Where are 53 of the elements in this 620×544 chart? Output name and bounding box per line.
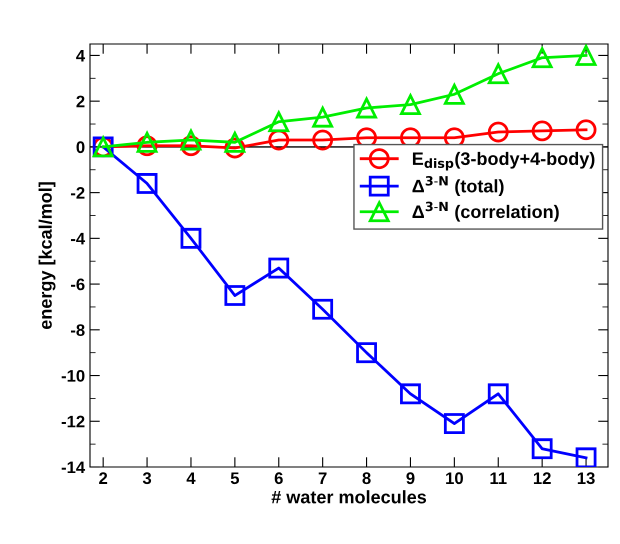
x-tick-label: 4: [186, 472, 196, 484]
y-tick-label: -10: [62, 370, 84, 382]
legend-label: Δ$^{3-N}$ (correlation): [412, 202, 559, 222]
y-tick-label: 2: [76, 96, 84, 108]
point: [136, 132, 158, 153]
y-tick-label: 4: [76, 50, 86, 62]
x-tick-label: 9: [406, 472, 414, 484]
point: [532, 47, 553, 68]
y-tick-label: -2: [70, 187, 84, 199]
point: [224, 132, 246, 153]
y-tick-label: -4: [70, 232, 86, 244]
y-tick-label: -8: [70, 324, 85, 336]
point: [576, 45, 596, 66]
x-tick-label: 11: [490, 472, 507, 484]
point: [136, 173, 158, 194]
point: [312, 298, 334, 320]
point: [356, 98, 377, 118]
point: [488, 63, 509, 84]
point: [312, 106, 334, 128]
point: [488, 122, 509, 142]
x-tick-label: 6: [274, 472, 283, 484]
y-tick-label: -14: [62, 462, 86, 474]
x-axis-title: # water molecules: [272, 490, 426, 504]
point: [576, 119, 596, 140]
point: [180, 228, 202, 249]
point: [224, 285, 246, 306]
point: [356, 342, 377, 364]
x-tick-label: 5: [230, 472, 240, 484]
y-tick-label: -12: [62, 416, 84, 428]
y-tick-label: 0: [76, 141, 84, 154]
point: [180, 130, 202, 150]
x-tick-label: 2: [99, 472, 108, 484]
legend-label: E$_{disp}$(3-body+4-body): [412, 152, 594, 170]
point: [268, 111, 290, 132]
point: [400, 383, 421, 404]
point: [488, 383, 509, 404]
legend-label: Δ$^{3-N}$ (total): [412, 176, 504, 196]
y-tick-label: -6: [70, 278, 85, 290]
x-tick-label: 13: [578, 472, 595, 484]
x-tick-label: 12: [534, 472, 551, 484]
point: [444, 84, 465, 105]
point: [532, 438, 553, 460]
x-tick-label: 7: [318, 472, 327, 484]
x-tick-label: 8: [362, 472, 371, 484]
point: [312, 130, 334, 150]
point: [268, 258, 290, 278]
x-tick-label: 10: [446, 472, 463, 484]
point: [400, 94, 421, 116]
y-axis-title: energy [kcal/mol]: [38, 182, 56, 330]
point: [444, 413, 465, 434]
point: [576, 447, 596, 467]
point: [532, 120, 553, 142]
x-tick-label: 3: [142, 472, 152, 484]
